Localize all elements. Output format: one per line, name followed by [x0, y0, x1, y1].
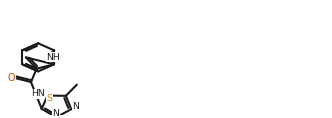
Text: N: N: [72, 102, 79, 111]
Text: HN: HN: [31, 89, 45, 98]
Text: O: O: [8, 73, 15, 83]
Text: S: S: [46, 94, 52, 103]
Text: NH: NH: [46, 53, 60, 62]
Text: N: N: [52, 109, 59, 118]
